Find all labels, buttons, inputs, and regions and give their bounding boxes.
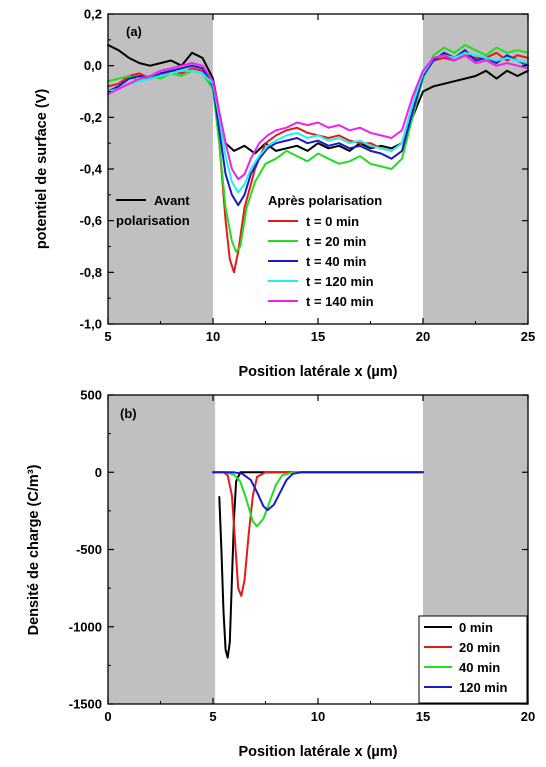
legend-label: 40 min [459,660,500,675]
legend-label-polarisation: polarisation [116,213,190,228]
y-tick-label: -0,8 [80,265,102,280]
y-tick-label: 500 [80,388,102,403]
series-line-t-140-min [107,54,529,181]
y-tick-label: 0,2 [84,7,102,22]
panel-a-legend-before: Avant polarisation [116,193,190,228]
panel-a-shaded-region-1 [423,14,528,324]
series-line-avant-polarisation [107,44,529,155]
panel-b: 0 5 10 15 20 -1500 -1000 -500 0 500 (b) Position … [26,388,535,761]
x-tick-label: 25 [521,329,535,344]
panel-b-label: (b) [120,406,137,421]
y-tick-label: 0 [95,465,102,480]
legend-label: t = 0 min [306,214,359,229]
y-tick-label: -1000 [69,619,102,634]
x-tick-label: 10 [311,709,325,724]
y-tick-label: -1,0 [80,317,102,332]
y-tick-label: -0,6 [80,213,102,228]
panel-b-x-axis-title: Position latérale x (µm) [238,744,397,760]
panel-b-legend-box [418,615,528,704]
y-tick-label: -0,4 [80,162,103,177]
x-tick-label: 15 [416,709,430,724]
series-line-120-min [212,471,424,512]
x-tick-label: 0 [104,709,111,724]
x-tick-label: 20 [521,709,535,724]
x-tick-label: 5 [209,709,216,724]
series-line-t-120-min [107,51,529,194]
legend-label: t = 40 min [306,254,366,269]
panel-a-ticks: 5 10 15 20 25 -1,0 -0,8 -0,6 -0,4 -0,2 0,0 0,2 [80,7,536,345]
panel-a-x-axis-title: Position latérale x (µm) [238,364,397,380]
legend-label: t = 20 min [306,234,366,249]
legend-label: t = 140 min [306,294,374,309]
panel-a: 5 10 15 20 25-1,0-0,8-0,6-0,4-0,20,00,2 (a) … [34,7,535,381]
legend-label: 20 min [459,640,500,655]
legend-label: 0 min [459,620,493,635]
series-line-t-20-min [107,44,529,253]
legend-label-avant: Avant [154,193,190,208]
panel-b-ticks: 0 5 10 15 20 -1500 -1000 -500 0 500 [69,388,535,725]
series-line-0-min [218,471,424,659]
x-tick-label: 10 [206,329,220,344]
panel-a-shaded-region-0 [108,14,213,324]
panel-b-y-axis-title: Densité de charge (C/m³) [26,464,42,635]
panel-a-series [107,44,529,274]
y-tick-label: 0,0 [84,58,102,73]
x-tick-label: 5 [104,329,111,344]
panel-a-label: (a) [126,24,142,39]
panel-b-legend-items: 0 min 20 min 40 min 120 min [424,620,507,695]
legend-label: t = 120 min [306,274,374,289]
y-tick-label: -500 [76,542,102,557]
y-tick-label: -1500 [69,697,102,712]
legend-label: 120 min [459,680,507,695]
panel-b-shaded-region-0 [108,395,216,704]
panel-a-y-axis-title: potentiel de surface (V) [34,89,50,250]
x-tick-label: 15 [311,329,325,344]
series-line-20-min [212,471,424,597]
x-tick-label: 20 [416,329,430,344]
panel-b-series [212,471,424,659]
panel-b-legend: 0 min 20 min 40 min 120 min [418,615,528,704]
y-tick-label: -0,2 [80,110,102,125]
series-line-40-min [212,471,424,528]
panel-a-legend-items: t = 0 min t = 20 min t = 40 min t = 120 min… [268,214,374,309]
legend-title-apres: Après polarisation [268,193,382,208]
